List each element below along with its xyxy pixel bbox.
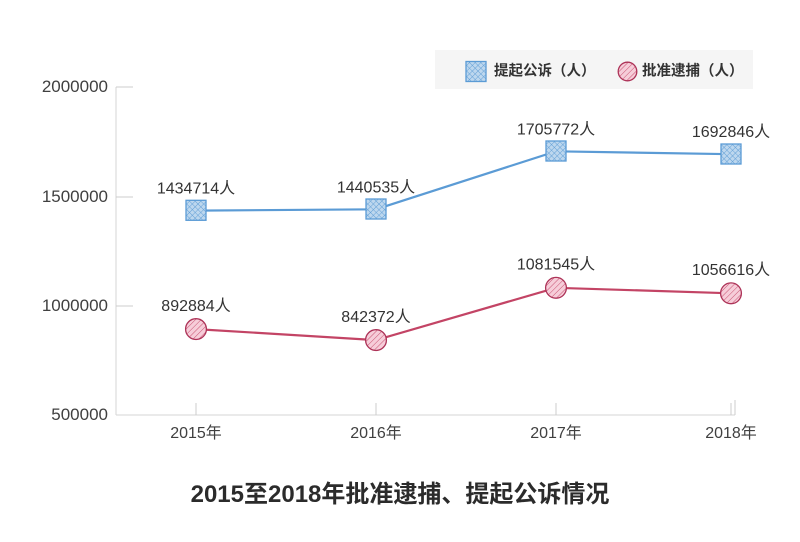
svg-text:1440535人: 1440535人	[337, 178, 415, 196]
svg-text:500000: 500000	[51, 405, 108, 424]
svg-text:提起公诉（人）: 提起公诉（人）	[494, 63, 596, 80]
svg-text:2015年: 2015年	[170, 424, 222, 442]
svg-text:1056616人: 1056616人	[692, 261, 770, 279]
svg-text:1434714人: 1434714人	[157, 180, 235, 198]
svg-text:842372人: 842372人	[341, 308, 410, 326]
svg-text:2000000: 2000000	[42, 77, 108, 96]
svg-text:2016年: 2016年	[350, 424, 402, 442]
svg-text:1705772人: 1705772人	[517, 120, 595, 138]
svg-text:1500000: 1500000	[42, 187, 108, 206]
svg-text:批准逮捕（人）: 批准逮捕（人）	[642, 62, 744, 80]
svg-text:2017年: 2017年	[530, 424, 582, 442]
svg-text:1081545人: 1081545人	[517, 256, 595, 274]
svg-text:892884人: 892884人	[161, 297, 230, 315]
svg-text:2018年: 2018年	[705, 424, 757, 442]
svg-text:1000000: 1000000	[42, 296, 108, 315]
svg-text:1692846人: 1692846人	[692, 123, 770, 141]
